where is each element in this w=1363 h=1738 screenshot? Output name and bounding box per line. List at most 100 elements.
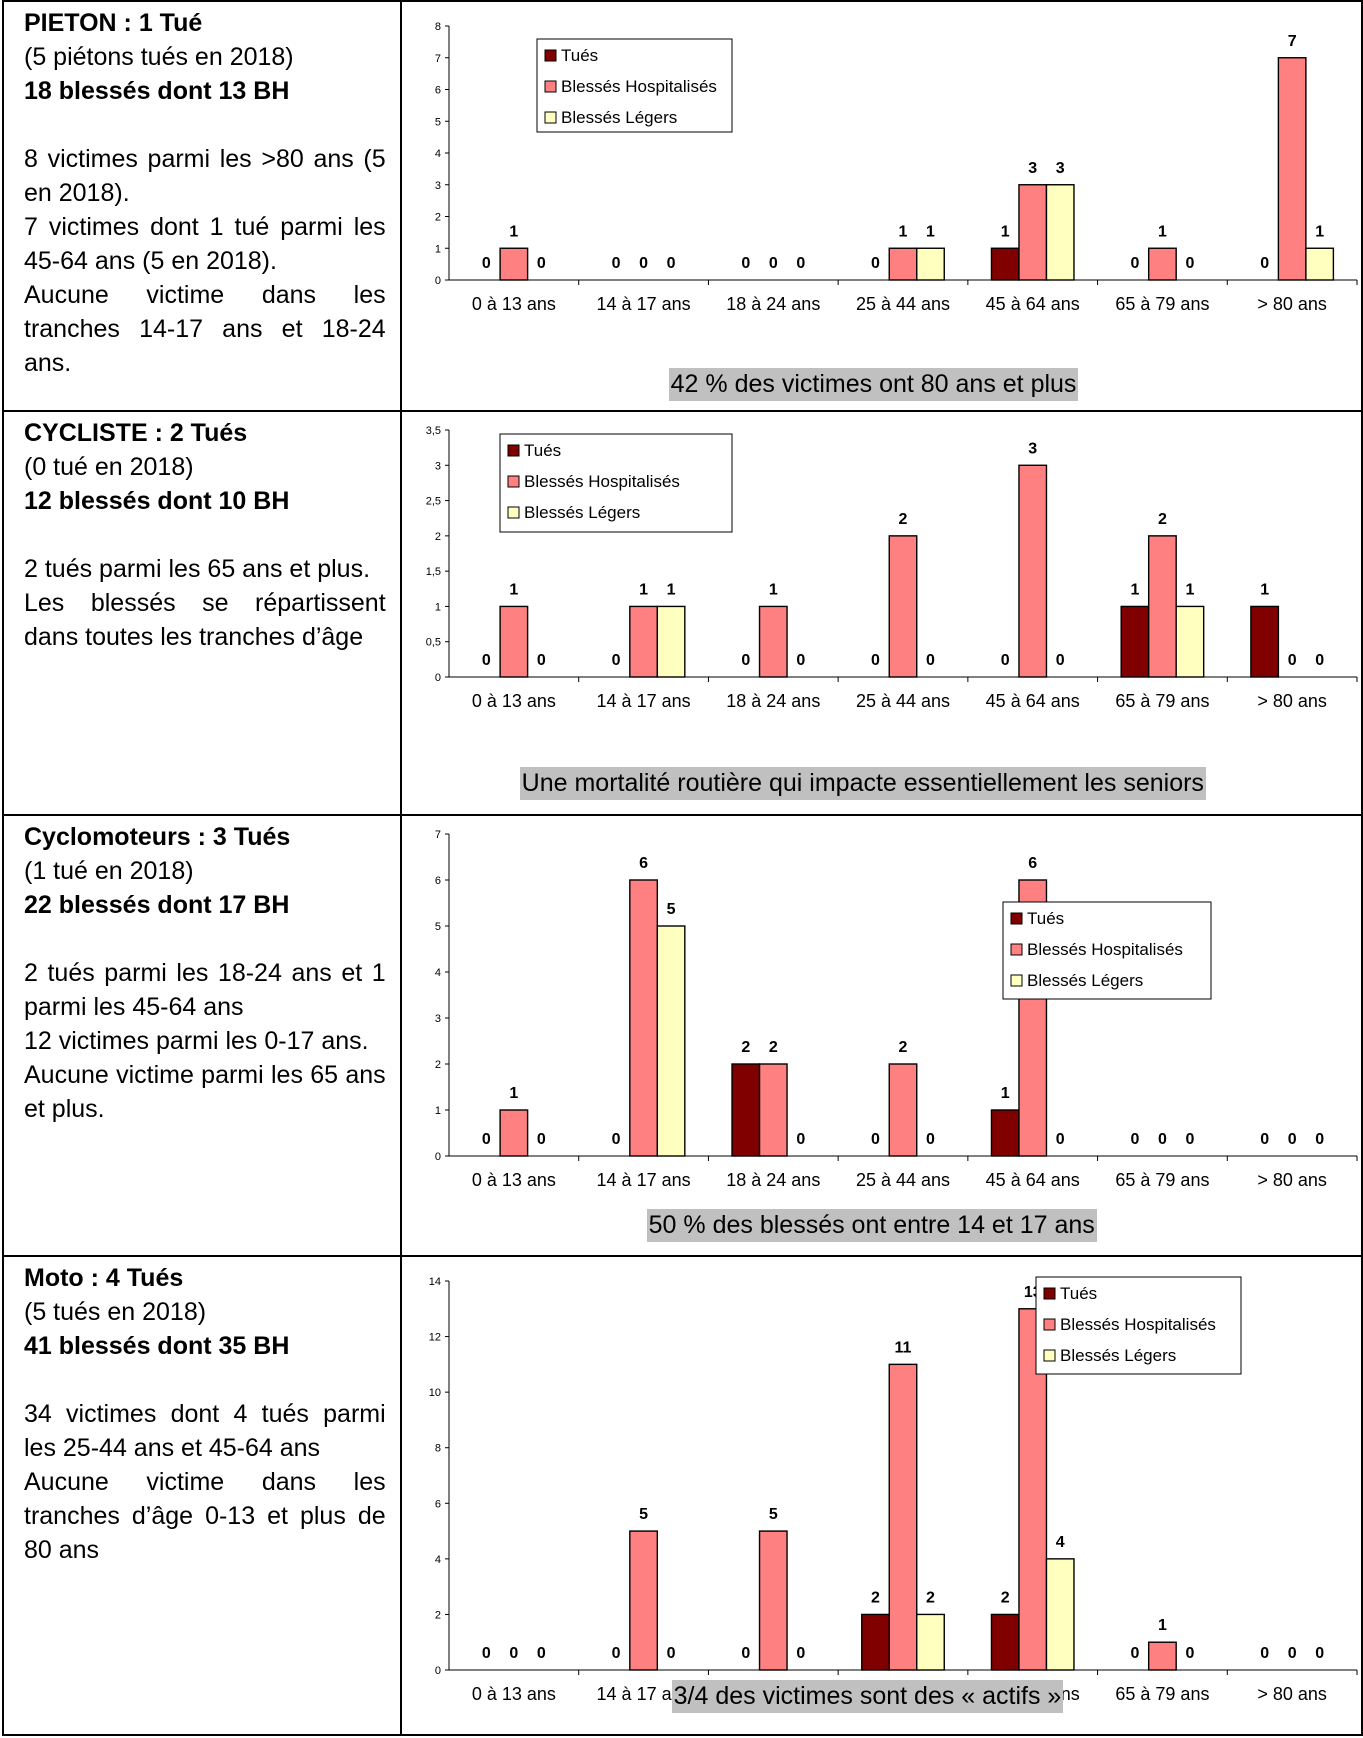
data-label: 2: [898, 1039, 907, 1056]
x-tick-label: 14 à 17 ans: [596, 691, 690, 711]
legend-label: Blessés Légers: [524, 503, 640, 522]
y-tick-label: 3,5: [425, 425, 440, 437]
y-tick-label: 12: [428, 1332, 440, 1344]
bar: [888, 535, 918, 678]
bar: [860, 1613, 890, 1671]
data-label: 0: [926, 1131, 935, 1148]
x-tick-label: > 80 ans: [1257, 294, 1327, 314]
y-tick-label: 14: [428, 1276, 440, 1288]
y-tick-label: 4: [435, 1554, 441, 1566]
x-tick-label: 65 à 79 ans: [1115, 294, 1209, 314]
x-tick-label: 14 à 17 ans: [596, 1684, 690, 1704]
data-label: 2: [926, 1589, 935, 1606]
data-label: 0: [537, 255, 546, 272]
data-label: 1: [898, 223, 907, 240]
y-tick-label: 1: [435, 1105, 441, 1117]
legend-swatch: [1010, 974, 1023, 987]
y-tick-label: 2: [435, 531, 441, 543]
x-tick-label: 65 à 79 ans: [1115, 1170, 1209, 1190]
data-label: 2: [1000, 1589, 1009, 1606]
cyclomoteurs-previous: (1 tué en 2018): [24, 857, 194, 885]
cyclomoteurs-chart: 0 1 2 3 4 5 6 7 0 à 13 ans 0 1 0 14 à 17 ans 0 6 5 18 à …: [435, 829, 1358, 1190]
bar: [1017, 184, 1047, 281]
legend-box: [536, 38, 733, 133]
data-label: 0: [666, 1645, 675, 1662]
cycliste-injured: 12 blessés dont 10 BH: [24, 487, 290, 515]
data-label: 3: [1028, 160, 1037, 177]
bar: [1147, 247, 1177, 281]
data-label: 0: [482, 1131, 491, 1148]
legend-swatch: [1043, 1349, 1056, 1362]
x-tick-label: 18 à 24 ans: [726, 1170, 820, 1190]
bar: [499, 605, 528, 678]
data-label: 0: [871, 652, 880, 669]
y-tick-label: 2,5: [425, 496, 440, 508]
x-tick-label: 0 à 13 ans: [471, 691, 555, 711]
x-tick-label: 45 à 64 ans: [985, 691, 1079, 711]
y-tick-label: 2: [435, 1059, 441, 1071]
y-tick-label: 0: [435, 1665, 441, 1677]
data-label: 0: [1000, 652, 1009, 669]
data-label: 0: [509, 1645, 518, 1662]
pieton-desc-line: 7 victimes dont 1 tué parmi les 45-64 an…: [24, 213, 386, 275]
data-label: 1: [1000, 1085, 1009, 1102]
data-label: 1: [1000, 223, 1009, 240]
legend-swatch: [544, 111, 557, 124]
data-label: 6: [1028, 855, 1037, 872]
x-tick-label: 18 à 24 ans: [726, 294, 820, 314]
y-tick-label: 2: [435, 1609, 441, 1621]
data-label: 0: [741, 255, 750, 272]
data-label: 4: [1055, 1534, 1064, 1551]
data-label: 0: [1260, 1645, 1269, 1662]
cycliste-title: CYCLISTE : 2 Tués: [24, 419, 248, 447]
legend-label: Tués: [1060, 1284, 1097, 1303]
x-tick-label: 14 à 17 ans: [596, 1170, 690, 1190]
data-label: 1: [1130, 581, 1139, 598]
data-label: 0: [482, 652, 491, 669]
bar: [499, 1109, 528, 1157]
data-label: 0: [871, 1131, 880, 1148]
data-label: 0: [1287, 652, 1296, 669]
moto-caption: 3/4 des victimes sont des « actifs »: [671, 1680, 1064, 1713]
data-label: 1: [509, 581, 518, 598]
data-label: 0: [1130, 1131, 1139, 1148]
bar: [1147, 1641, 1177, 1671]
legend-label: Tués: [524, 441, 561, 460]
y-tick-label: 10: [428, 1387, 440, 1399]
x-tick-label: > 80 ans: [1257, 691, 1327, 711]
bar: [758, 605, 788, 678]
data-label: 0: [1130, 1645, 1139, 1662]
cyclomoteurs-chart-cell: 0 1 2 3 4 5 6 7 0 à 13 ans 0 1 0 14 à 17 ans 0 6 5 18 à …: [399, 814, 1363, 1257]
data-label: 2: [741, 1039, 750, 1056]
data-label: 0: [639, 255, 648, 272]
x-tick-label: 65 à 79 ans: [1115, 1684, 1209, 1704]
data-label: 1: [509, 223, 518, 240]
legend-swatch: [507, 444, 520, 457]
x-tick-label: 0 à 13 ans: [471, 1684, 555, 1704]
data-label: 0: [482, 255, 491, 272]
x-tick-label: 25 à 44 ans: [856, 1170, 950, 1190]
legend-swatch: [544, 80, 557, 93]
legend-label: Blessés Hospitalisés: [561, 77, 717, 96]
y-tick-label: 3: [435, 1013, 441, 1025]
pieton-previous: (5 piétons tués en 2018): [24, 43, 294, 71]
moto-injured: 41 blessés dont 35 BH: [24, 1332, 290, 1360]
legend-swatch: [507, 475, 520, 488]
legend-swatch: [1043, 1287, 1056, 1300]
pieton-title: PIETON : 1 Tué: [24, 9, 203, 37]
bar: [758, 1063, 788, 1157]
legend-box: [499, 433, 733, 533]
data-label: 1: [1158, 223, 1167, 240]
data-label: 1: [768, 581, 777, 598]
data-label: 0: [1185, 1645, 1194, 1662]
moto-previous: (5 tués en 2018): [24, 1298, 207, 1326]
legend-label: Blessés Légers: [1027, 971, 1143, 990]
bar: [990, 247, 1020, 281]
data-label: 11: [894, 1339, 911, 1356]
bar: [499, 247, 528, 281]
bar: [628, 879, 658, 1157]
pieton-desc-line: 8 victimes parmi les >80 ans (5 en 2018)…: [24, 145, 386, 207]
bar: [990, 1109, 1020, 1157]
data-label: 0: [1130, 255, 1139, 272]
